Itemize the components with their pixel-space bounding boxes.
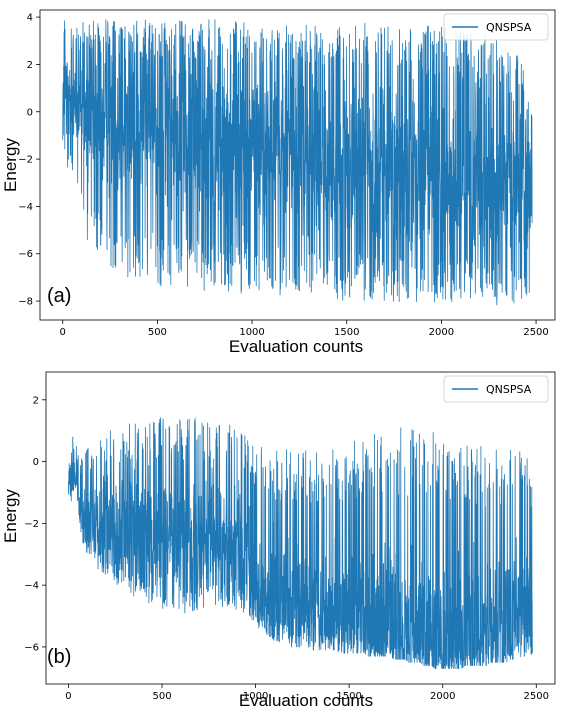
y-axis-label-b: Energy <box>1 489 20 543</box>
y-tick-label: −6 <box>18 249 33 260</box>
x-axis-label-b: Evaluation counts <box>239 691 373 710</box>
panel-b: 0 500 1000 1500 2000 2500 −6 −4 −2 0 2 Evaluation… <box>1 371 556 710</box>
y-axis-ticks-b: −6 −4 −2 0 2 <box>24 395 46 653</box>
plot-frame-b <box>45 371 556 685</box>
y-tick-label: −4 <box>18 202 33 213</box>
panel-a: 0 500 1000 1500 2000 2500 −8 −6 −4 −2 0 2 4 Evaluat… <box>1 9 556 356</box>
plot-frame-a <box>39 9 556 321</box>
legend-box-b <box>443 375 549 403</box>
y-axis-label-a: Energy <box>1 138 20 192</box>
x-tick-label: 500 <box>152 691 171 702</box>
x-tick-label: 2000 <box>429 327 454 338</box>
x-axis-ticks-b: 0 500 1000 1500 2000 2500 <box>65 684 549 702</box>
x-axis-ticks-a: 0 500 1000 1500 2000 2500 <box>60 320 549 338</box>
x-tick-label: 500 <box>148 327 167 338</box>
y-tick-label: −2 <box>24 519 39 530</box>
x-tick-label: 1000 <box>243 691 268 702</box>
x-tick-label: 1500 <box>334 327 359 338</box>
series-layer-b <box>68 417 533 669</box>
x-tick-label: 0 <box>65 691 71 702</box>
x-axis-label-a: Evaluation counts <box>229 337 363 356</box>
x-tick-label: 1500 <box>336 691 361 702</box>
legend-b: QNSPSA <box>443 375 549 403</box>
x-tick-label: 0 <box>60 327 66 338</box>
panel-label-b: (b) <box>47 646 71 668</box>
x-tick-label: 2000 <box>430 691 455 702</box>
legend-a: QNSPSA <box>443 13 549 41</box>
y-axis-ticks-a: −8 −6 −4 −2 0 2 4 <box>18 13 40 308</box>
legend-label-b: QNSPSA <box>486 383 532 396</box>
y-tick-label: −6 <box>24 642 39 653</box>
legend-label-a: QNSPSA <box>486 21 532 34</box>
series-line-a <box>62 19 533 306</box>
legend-box-a <box>443 13 549 41</box>
series-layer-a <box>62 19 533 306</box>
panel-label-a: (a) <box>47 285 71 307</box>
x-tick-label: 2500 <box>524 691 549 702</box>
series-line-b <box>68 417 533 669</box>
x-tick-label: 1000 <box>239 327 264 338</box>
y-tick-label: 0 <box>33 457 39 468</box>
y-tick-label: 0 <box>27 107 33 118</box>
x-tick-label: 2500 <box>523 327 548 338</box>
y-tick-label: −8 <box>18 297 33 308</box>
y-tick-label: −4 <box>24 581 39 592</box>
y-tick-label: 2 <box>33 395 39 406</box>
y-tick-label: 4 <box>27 13 33 24</box>
y-tick-label: −2 <box>18 155 33 166</box>
y-tick-label: 2 <box>27 60 33 71</box>
